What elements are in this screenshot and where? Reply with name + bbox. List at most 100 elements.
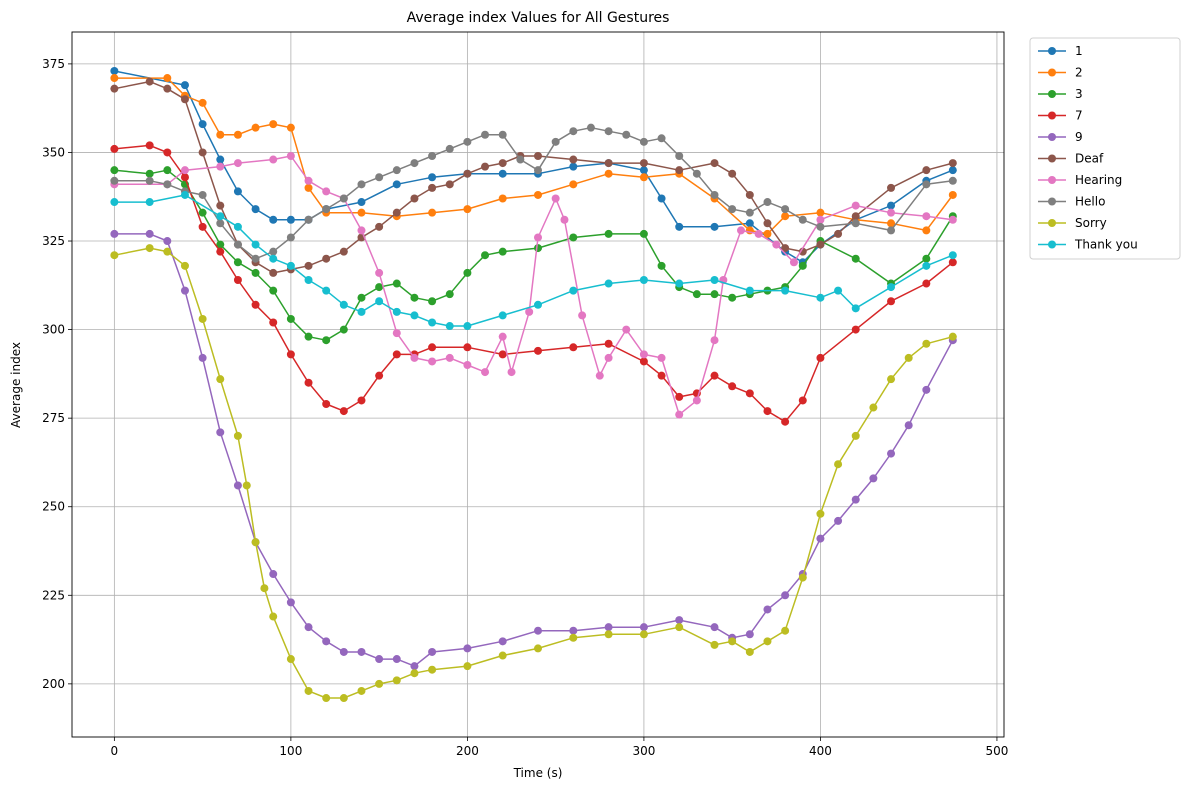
data-point-sorry [816,509,825,518]
data-point-7 [922,279,931,288]
y-axis-label: Average index [9,342,23,428]
data-point-hello [339,194,348,203]
data-point-7 [675,392,684,401]
x-tick-label: 500 [985,744,1008,758]
legend-label: 7 [1075,109,1083,123]
data-point-9 [357,647,366,656]
data-point-hello [145,176,154,185]
data-point-hearing [216,162,225,171]
data-point-hello [251,254,260,263]
data-point-hearing [534,233,542,242]
data-point-hello [286,233,295,242]
data-point-deaf [675,166,684,175]
data-point-9 [110,229,119,238]
data-point-9 [339,647,348,656]
data-point-1 [745,219,754,228]
data-point-sorry [463,662,472,671]
data-point-sorry [948,332,957,341]
data-point-7 [163,148,172,157]
data-point-3 [639,229,648,238]
data-point-hearing [772,240,781,249]
data-point-1 [710,222,719,231]
data-point-hearing [525,307,534,316]
data-point-hello [763,198,772,207]
data-point-3 [851,254,860,263]
data-point-deaf [375,222,384,231]
data-point-thank-you [286,261,295,270]
data-point-hearing [736,226,745,235]
data-point-2 [816,208,825,217]
data-point-3 [410,293,419,302]
data-point-sorry [216,375,225,384]
data-point-hello [445,144,454,153]
data-point-2 [198,98,207,107]
legend-marker [1048,176,1056,184]
data-point-thank-you [110,198,119,207]
data-point-1 [357,198,366,207]
data-point-9 [392,655,401,664]
data-point-hello [534,166,542,175]
series-7 [110,141,957,426]
data-point-thank-you [745,286,754,295]
series-line-deaf [114,80,953,274]
y-tick-label: 200 [42,677,65,691]
data-point-2 [639,173,648,182]
y-tick-label: 250 [42,500,65,514]
data-point-thank-you [322,286,331,295]
data-point-hello [922,180,931,189]
data-point-1 [639,166,648,175]
data-point-3 [322,336,331,345]
data-point-9 [745,630,754,639]
data-point-hearing [675,410,684,419]
data-point-7 [110,144,119,153]
data-point-deaf [180,95,189,104]
x-axis-label: Time (s) [513,766,563,780]
data-point-deaf [887,183,896,192]
data-point-deaf [110,84,119,93]
data-point-deaf [922,166,931,175]
data-point-7 [569,343,578,352]
legend-item-hello: Hello [1038,195,1105,209]
data-point-7 [851,325,860,334]
data-point-9 [922,385,931,394]
data-point-hello [586,123,595,132]
data-point-7 [286,350,295,359]
data-point-hearing [498,332,507,341]
data-point-hello [569,127,578,136]
data-point-hearing [578,311,587,320]
x-tick-label: 400 [809,744,832,758]
data-point-2 [763,229,772,238]
legend-marker [1048,111,1056,120]
data-point-1 [948,166,957,175]
data-point-7 [375,371,384,380]
data-point-3 [604,229,613,238]
data-point-2 [163,74,172,83]
data-point-thank-you [922,261,931,270]
data-point-3 [286,314,295,323]
data-point-hello [233,240,242,249]
data-point-hearing [789,258,798,267]
data-point-sorry [242,481,251,490]
data-point-hearing [286,151,295,160]
data-point-7 [781,417,790,426]
data-point-2 [251,123,260,132]
data-point-7 [728,382,737,391]
data-point-hearing [445,353,454,362]
y-tick-label: 225 [42,588,65,602]
legend-item-hearing: Hearing [1038,173,1122,187]
data-point-hearing [595,371,604,380]
legend-marker [1048,197,1056,206]
data-point-thank-you [445,322,454,331]
data-point-hello [375,173,384,182]
data-point-7 [233,275,242,284]
legend-label: Hearing [1075,173,1122,187]
data-point-thank-you [233,222,242,231]
data-point-hello [498,130,507,139]
data-point-7 [798,396,807,405]
data-point-sorry [745,647,754,656]
data-point-9 [781,591,790,600]
data-point-9 [410,662,419,671]
data-point-3 [710,290,719,299]
data-point-3 [728,293,737,302]
data-point-deaf [534,151,542,160]
